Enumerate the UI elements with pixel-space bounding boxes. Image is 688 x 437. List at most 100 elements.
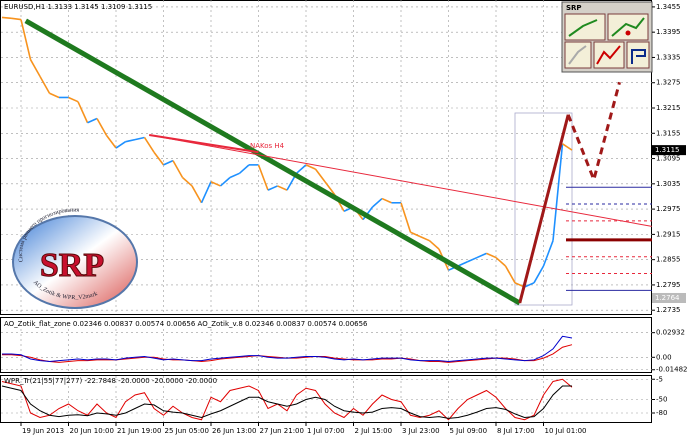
logo-text: SRP	[40, 247, 104, 284]
x-tick-label: 20 Jun 10:00	[70, 427, 114, 435]
price-segment	[552, 143, 564, 241]
price-segment	[410, 231, 421, 238]
tool-icon	[568, 45, 587, 65]
tool-button[interactable]	[607, 13, 649, 41]
price-segment	[11, 17, 22, 21]
price-segment	[419, 235, 430, 242]
x-tick-label: 10 Jul 01:00	[545, 427, 587, 435]
price-segment	[371, 197, 383, 208]
selection-box	[514, 112, 573, 306]
x-tick-label: 8 Jul 17:00	[497, 427, 535, 435]
y-tick-label: -0.01482	[656, 366, 687, 374]
tool-button[interactable]	[564, 13, 606, 41]
price-segment	[277, 185, 288, 191]
price-segment	[1, 16, 12, 20]
price-segment	[191, 185, 203, 204]
price-segment	[314, 168, 326, 183]
price-segment	[457, 261, 468, 267]
price-marker	[652, 145, 686, 156]
toolbox-title: SRP	[566, 4, 582, 12]
x-tick-label: 2 Jul 15:00	[355, 427, 393, 435]
x-tick-label: 19 Jun 2013	[22, 427, 64, 435]
price-segment	[143, 137, 155, 153]
price-segment	[181, 176, 193, 187]
price-segment	[134, 136, 145, 141]
trendline	[149, 134, 652, 227]
tool-icon	[611, 17, 645, 37]
x-tick-label: 26 Jun 13:00	[212, 427, 256, 435]
y-tick-label: 1.3095	[656, 155, 681, 163]
price-segment	[238, 164, 250, 174]
price-segment	[295, 164, 307, 174]
price-segment	[533, 265, 545, 284]
trendline	[24, 18, 521, 306]
chart-title: EURUSD,H1 1.3133 1.3145 1.3109 1.3115	[4, 3, 152, 11]
tool-button[interactable]	[593, 41, 625, 69]
price-segment	[49, 92, 60, 99]
price-segment	[362, 206, 374, 221]
x-tick-label: 1 Jul 07:00	[307, 427, 345, 435]
y-tick-label: 1.2735	[656, 306, 681, 314]
indicator-line	[1, 385, 572, 419]
price-marker	[652, 292, 686, 303]
price-segment	[504, 265, 516, 284]
y-tick-label: 1.3215	[656, 104, 681, 112]
price-marker-label: 1.3115	[655, 146, 680, 154]
price-segment	[115, 141, 126, 149]
price-segment	[125, 138, 136, 143]
price-segment	[29, 59, 41, 77]
price-segment	[20, 19, 32, 60]
price-segment	[381, 197, 392, 204]
x-tick-label: 3 Jul 23:00	[402, 427, 440, 435]
x-tick-label: 21 Jun 19:00	[117, 427, 161, 435]
tool-icon	[596, 45, 621, 65]
wpr-panel	[0, 375, 652, 423]
price-segment	[524, 282, 535, 288]
y-tick-label: 1.3155	[656, 129, 681, 137]
price-segment	[105, 134, 117, 149]
price-segment	[324, 181, 336, 195]
indicator-line	[1, 378, 573, 421]
y-tick-label: -50	[656, 396, 667, 404]
price-segment	[486, 252, 497, 259]
price-segment	[200, 181, 212, 204]
price-segment	[562, 143, 573, 151]
price-segment	[219, 176, 231, 187]
price-segment	[428, 240, 440, 250]
ao-panel	[0, 317, 652, 373]
mark-layer	[1, 16, 652, 421]
price-segment	[96, 118, 108, 136]
y-tick-label: 1.3035	[656, 180, 681, 188]
price-segment	[229, 172, 240, 179]
y-tick-label: 1.2975	[656, 205, 681, 213]
price-segment	[542, 240, 554, 267]
tool-button[interactable]	[564, 41, 592, 69]
annotation: NAKos H4	[250, 142, 285, 150]
y-tick-label: -5	[656, 375, 663, 383]
y-tick-label: 1.3275	[656, 79, 681, 87]
y-tick-label: 1.3395	[656, 28, 681, 36]
x-tick-label: 27 Jun 21:00	[260, 427, 304, 435]
price-segment	[467, 256, 478, 263]
price-segment	[87, 117, 98, 124]
price-segment	[77, 101, 89, 124]
indicator-line	[2, 335, 573, 363]
logo-disc	[12, 215, 138, 309]
ao-title: AO_Zotik_flat_zone 0.02346 0.00837 0.005…	[4, 320, 368, 328]
trendline	[149, 133, 259, 154]
y-tick-label: 1.2855	[656, 256, 681, 264]
price-segment	[267, 185, 278, 191]
tool-icon	[631, 49, 646, 64]
grid-layer	[1, 0, 652, 422]
y-tick-label: 1.2795	[656, 281, 681, 289]
price-segment	[476, 252, 487, 259]
toolbox: SRP	[561, 1, 653, 73]
tool-icon	[625, 30, 631, 36]
trendline	[566, 81, 621, 185]
toolbox-buttons	[564, 13, 650, 69]
y-tick-label: 1.3335	[656, 53, 681, 61]
price-segment	[210, 180, 221, 187]
y-tick-label: 1.3455	[656, 3, 681, 11]
x-tick-label: 5 Jul 09:00	[450, 427, 488, 435]
